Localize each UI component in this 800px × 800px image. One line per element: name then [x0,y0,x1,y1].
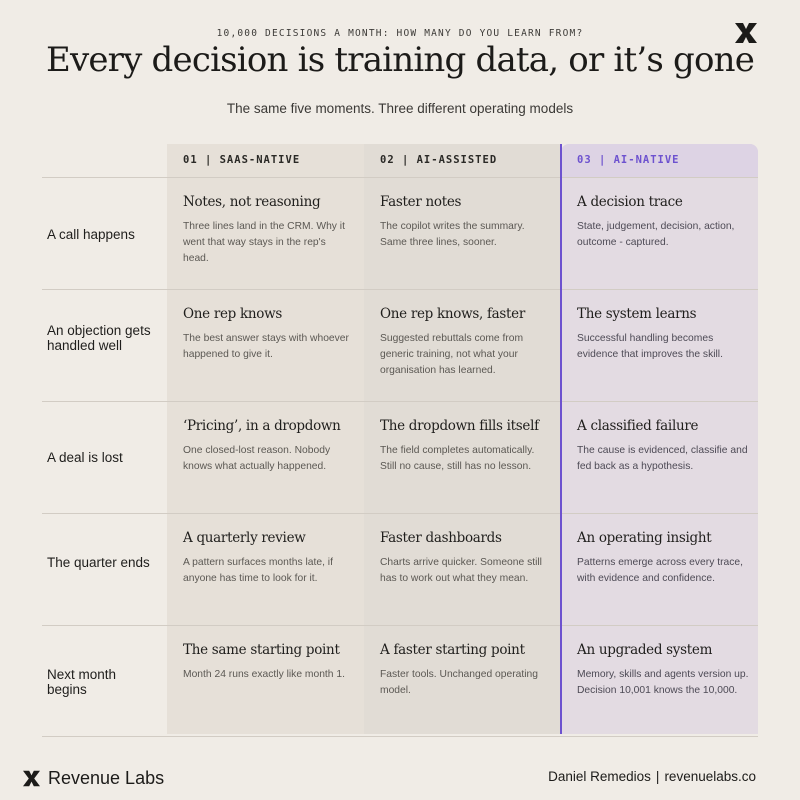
cell-description: Suggested rebuttals come from generic tr… [380,333,524,376]
table-cell: Notes, not reasoning Three lines land in… [167,194,352,267]
table-cell: An operating insight Patterns emerge acr… [561,530,751,587]
table-cell: A quarterly review A pattern surfaces mo… [167,530,352,587]
cell-title: A decision trace [577,194,683,210]
cell-description: Three lines land in the CRM. Why it went… [183,221,345,264]
website-link: revenuelabs.co [664,769,756,784]
footer-separator: | [655,769,660,784]
cell-description: The field completes automatically. Still… [380,445,535,472]
cell-title: ‘Pricing’, in a dropdown [183,418,341,434]
cell-title: The same starting point [183,642,340,658]
cell-description: State, judgement, decision, action, outc… [577,221,735,248]
row-label: An objection gets handled well [47,323,151,353]
cell-title: One rep knows, faster [380,306,526,322]
cell-description: The copilot writes the summary. Same thr… [380,221,525,248]
table-cell: A classified failure The cause is eviden… [561,418,751,475]
table-cell: Faster notes The copilot writes the summ… [364,194,549,251]
cell-title: Faster notes [380,194,462,210]
table-row: An objection gets handled well One rep k… [42,289,758,401]
cell-title: The dropdown fills itself [380,418,539,434]
footer-credit: Daniel Remedios | revenuelabs.co [548,769,756,784]
column-bg-ai-assisted [364,144,561,734]
table-cell: One rep knows The best answer stays with… [167,306,352,363]
column-header-ai-native: 03 | AI-NATIVE [577,154,680,166]
brand-name: Revenue Labs [48,767,165,788]
table-cell: An upgraded system Memory, skills and ag… [561,642,751,699]
ai-native-accent-line [560,144,562,734]
cell-description: Faster tools. Unchanged operating model. [380,669,538,696]
cell-title: An upgraded system [577,642,713,658]
row-label: Next month begins [47,667,117,697]
cell-description: Charts arrive quicker. Someone still has… [380,557,542,584]
column-header-ai-assisted: 02 | AI-ASSISTED [380,154,498,166]
revenue-labs-logo-icon [735,23,757,43]
author-name: Daniel Remedios [548,769,651,784]
table-row: The quarter ends A quarterly review A pa… [42,513,758,625]
column-bg-saas [167,144,364,734]
row-label: The quarter ends [47,555,150,570]
cell-description: The best answer stays with whoever happe… [183,333,349,360]
cell-title: Faster dashboards [380,530,502,546]
table-cell: The same starting point Month 24 runs ex… [167,642,352,683]
table-cell: The system learns Successful handling be… [561,306,751,363]
page-title: Every decision is training data, or it’s… [45,40,755,80]
cell-description: Memory, skills and agents version up. De… [577,669,749,696]
table-cell: One rep knows, faster Suggested rebuttal… [364,306,549,379]
column-bg-ai-native [561,144,758,734]
cell-title: The system learns [577,306,697,322]
table-cell: The dropdown fills itself The field comp… [364,418,549,475]
table-cell: Faster dashboards Charts arrive quicker.… [364,530,549,587]
table-cell: ‘Pricing’, in a dropdown One closed-lost… [167,418,352,475]
cell-description: The cause is evidenced, classifie and fe… [577,445,748,472]
table-cell: A decision trace State, judgement, decis… [561,194,751,251]
column-header-saas-native: 01 | SAAS-NATIVE [183,154,301,166]
cell-title: A faster starting point [380,642,525,658]
cell-title: One rep knows [183,306,283,322]
cell-title: Notes, not reasoning [183,194,321,210]
cell-description: Successful handling becomes evidence tha… [577,333,723,360]
cell-title: A quarterly review [183,530,306,546]
column-header-bg-ai-native [561,144,758,177]
page-subtitle: The same five moments. Three different o… [226,101,574,116]
footer-brand: Revenue Labs [22,766,164,790]
table-row: A deal is lost ‘Pricing’, in a dropdown … [42,401,758,513]
row-label: A deal is lost [47,450,123,465]
eyebrow: 10,000 DECISIONS A MONTH: HOW MANY DO YO… [216,28,584,39]
cell-description: Month 24 runs exactly like month 1. [183,669,345,680]
table-row: A call happens Notes, not reasoning Thre… [42,177,758,289]
cell-description: One closed-lost reason. Nobody knows wha… [183,445,331,472]
cell-description: A pattern surfaces months late, if anyon… [183,557,333,584]
table-cell: A faster starting point Faster tools. Un… [364,642,549,699]
table-row: Next month begins The same starting poin… [42,625,758,737]
cell-title: An operating insight [577,530,712,546]
cell-description: Patterns emerge across every trace, with… [577,557,743,584]
row-label: A call happens [47,227,135,242]
revenue-labs-logo-icon [23,770,40,786]
cell-title: A classified failure [577,418,699,434]
comparison-table: 01 | SAAS-NATIVE 02 | AI-ASSISTED 03 | A… [42,144,758,737]
